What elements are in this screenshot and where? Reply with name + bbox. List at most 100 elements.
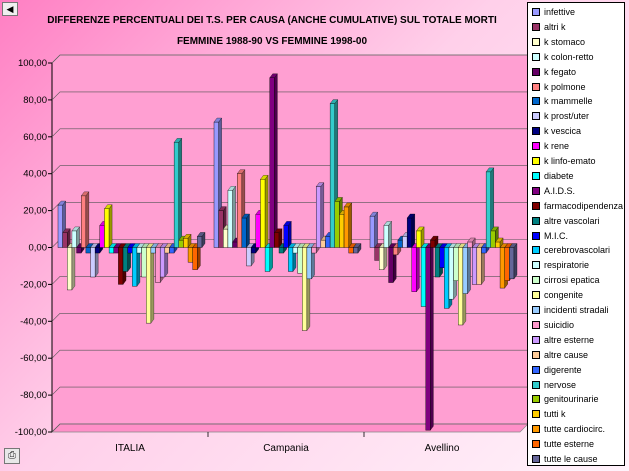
bar-side — [416, 243, 420, 293]
legend-swatch — [532, 186, 540, 195]
legend-swatch — [532, 350, 540, 359]
bar-front — [397, 239, 403, 248]
bar-top — [80, 191, 90, 196]
bar-top — [416, 226, 425, 232]
x-category-label: ITALIA — [115, 443, 145, 454]
bar — [462, 243, 471, 295]
bar-front — [448, 247, 454, 300]
legend-swatch — [532, 171, 540, 180]
bar-front — [430, 239, 436, 248]
bar — [476, 243, 485, 285]
bar-front — [136, 247, 142, 254]
bar-side — [246, 213, 250, 248]
bar-front — [495, 241, 501, 248]
bar-top — [197, 232, 206, 237]
gridline — [51, 54, 528, 64]
legend-label: k mammelle — [544, 96, 593, 107]
bar — [343, 202, 353, 248]
legend-label: k stomaco — [544, 36, 586, 47]
print-button[interactable]: ⎙ — [4, 448, 20, 464]
bar-front — [504, 247, 510, 281]
bar-front — [146, 247, 152, 324]
bar — [264, 243, 274, 272]
bar-front — [183, 238, 189, 248]
bar-front — [420, 247, 426, 307]
bar-front — [250, 247, 257, 254]
bar-front — [411, 247, 417, 292]
legend-swatch — [532, 231, 540, 240]
legend-item: k vescica — [532, 124, 581, 138]
legend-swatch — [532, 216, 540, 225]
legend-item: suicidio — [532, 318, 574, 332]
previous-page-button[interactable]: ◀ — [2, 2, 18, 16]
bar — [260, 174, 269, 248]
gridline — [51, 423, 528, 433]
bar — [197, 231, 206, 248]
legend-label: altri k — [544, 21, 566, 32]
legend-item: k mammelle — [532, 94, 593, 108]
legend-item: k prost/uter — [532, 109, 589, 123]
plot-floor — [51, 423, 529, 433]
bar-front — [329, 103, 335, 248]
bar-front — [439, 247, 445, 268]
bar-side — [430, 243, 434, 431]
legend-item: k fegato — [532, 65, 576, 79]
legend-swatch — [532, 291, 540, 300]
bar — [241, 213, 250, 248]
bar-front — [444, 247, 450, 309]
bar-front — [85, 247, 91, 254]
bar-top — [213, 117, 222, 123]
bar-front — [334, 201, 340, 248]
bar-side — [374, 211, 378, 248]
gridline — [51, 165, 528, 174]
legend-item: tutte cardiocirc. — [532, 422, 605, 436]
bar-front — [416, 230, 422, 248]
bar-top — [62, 228, 71, 233]
legend-label: k colon-retto — [544, 51, 594, 62]
bar-front — [122, 247, 128, 272]
bar-front — [283, 225, 289, 248]
bar-front — [223, 228, 229, 248]
bar-front — [173, 142, 179, 248]
legend-label: diabete — [544, 170, 574, 181]
bar-front — [99, 225, 105, 248]
legend-label: genitourinarie — [544, 394, 599, 405]
legend-swatch — [532, 127, 540, 136]
bar-top — [71, 226, 80, 232]
legend-swatch — [532, 440, 540, 449]
bar-front — [509, 247, 515, 280]
bar-top — [430, 235, 439, 241]
legend-label: nervose — [544, 379, 577, 390]
legend-swatch — [532, 320, 540, 329]
legend-label: infettive — [544, 7, 576, 17]
legend-label: altre vascolari — [544, 215, 600, 226]
legend-item: tutte le cause — [532, 452, 598, 466]
bar-front — [94, 247, 101, 254]
bar-front — [481, 247, 487, 254]
y-tick-label: 20,00 — [23, 206, 47, 217]
legend-label: incidenti stradali — [544, 305, 609, 315]
bar-front — [369, 215, 375, 248]
bar-front — [467, 241, 473, 248]
legend-swatch — [532, 67, 540, 76]
legend-item: cirrosi epatica — [532, 273, 600, 287]
y-tick-label: -20,00 — [20, 279, 47, 290]
legend-label: k linfo-emato — [544, 156, 596, 166]
bar-top — [495, 237, 504, 243]
bar-top — [274, 228, 283, 233]
bar-front — [383, 225, 389, 248]
bar-front — [269, 77, 275, 248]
bar — [485, 167, 495, 248]
legend-label: suicidio — [544, 319, 575, 330]
bar-front — [227, 190, 233, 248]
bar-front — [241, 217, 247, 248]
legend-item: farmacodipendenza — [532, 199, 623, 213]
bar-top — [260, 175, 269, 180]
legend-item: digerente — [532, 363, 582, 377]
bar-front — [104, 208, 110, 248]
legend-swatch — [532, 97, 540, 106]
bar — [71, 226, 80, 248]
bar-front — [113, 247, 119, 254]
y-tick-label: -80,00 — [20, 390, 47, 401]
